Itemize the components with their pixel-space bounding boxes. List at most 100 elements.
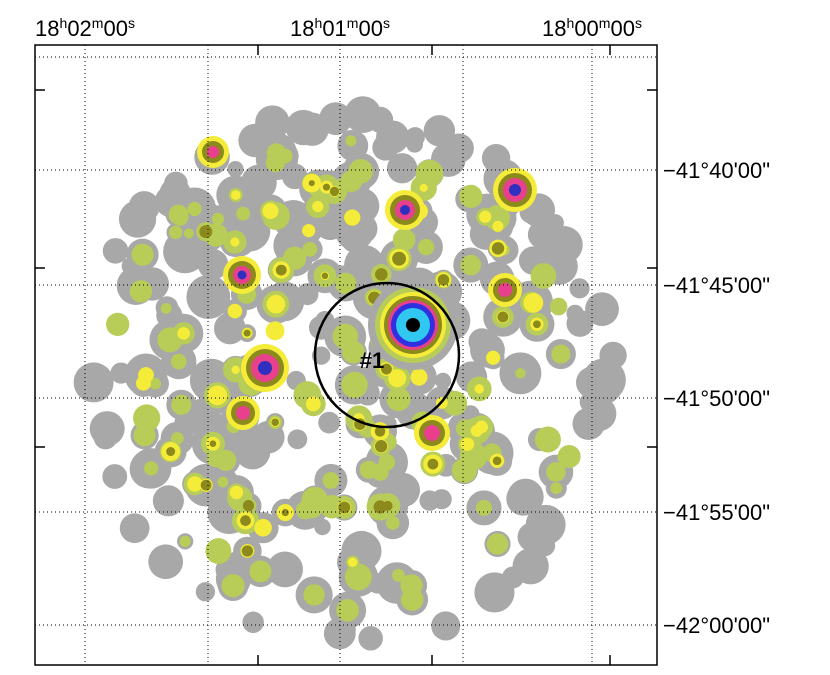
coordinate-grid <box>35 45 657 665</box>
blob <box>486 533 509 555</box>
blob <box>207 146 219 158</box>
blob <box>400 205 410 215</box>
blob <box>359 460 378 479</box>
ra-label-part: 02 <box>67 16 91 41</box>
ra-label-part: s <box>635 15 642 31</box>
blob <box>85 383 103 401</box>
blob <box>579 392 599 412</box>
blob <box>424 425 440 441</box>
blob <box>319 102 353 136</box>
blob <box>207 385 228 406</box>
blob <box>102 238 129 264</box>
blob <box>336 598 359 622</box>
blob <box>572 407 605 440</box>
blob <box>566 304 584 323</box>
blob <box>311 346 331 365</box>
blob <box>507 478 544 516</box>
blob <box>400 574 423 597</box>
ra-label-part: 18 <box>542 16 566 41</box>
blob <box>575 366 608 399</box>
blob <box>241 545 254 557</box>
blob <box>392 568 405 582</box>
blob <box>106 312 130 337</box>
blob <box>348 158 373 184</box>
blob <box>170 353 187 370</box>
blob <box>419 183 428 192</box>
ra-label-part: 18 <box>35 16 59 41</box>
blob <box>205 538 232 565</box>
blob <box>423 115 456 147</box>
blob <box>479 210 492 223</box>
blob <box>305 396 321 412</box>
blob <box>128 191 160 223</box>
blob <box>258 361 272 375</box>
blob <box>230 190 241 200</box>
blob <box>374 426 386 437</box>
blob <box>497 311 509 323</box>
blob <box>195 582 216 602</box>
blob <box>242 500 255 512</box>
blob <box>295 501 315 520</box>
blob <box>287 429 308 450</box>
blob <box>385 516 400 530</box>
blob <box>222 551 252 581</box>
blob <box>427 458 439 470</box>
blob <box>213 312 246 345</box>
blob <box>347 557 358 567</box>
intensity-map <box>73 96 627 651</box>
blob <box>460 437 475 452</box>
blob <box>179 535 191 548</box>
blob <box>168 225 183 240</box>
blob <box>437 274 450 286</box>
dec-label: −41°55'00" <box>663 500 770 525</box>
blob <box>515 368 526 379</box>
ticks <box>35 45 657 665</box>
blob <box>302 241 318 257</box>
source-label: #1 <box>360 348 384 373</box>
source-blob <box>406 318 420 332</box>
blob <box>296 283 319 306</box>
blob <box>492 456 502 466</box>
blob <box>254 518 272 537</box>
blob <box>262 203 279 220</box>
blob <box>160 303 172 314</box>
blob <box>534 426 561 453</box>
blob <box>266 551 303 588</box>
blob <box>308 180 315 187</box>
blob <box>442 390 468 416</box>
blob <box>237 270 247 280</box>
blob <box>585 292 619 327</box>
blob <box>386 387 411 412</box>
blob <box>498 283 512 297</box>
blob <box>209 440 217 447</box>
blob <box>392 228 416 252</box>
blob <box>236 206 251 221</box>
blob <box>338 501 351 514</box>
blob <box>229 485 244 500</box>
blob <box>525 504 566 545</box>
blob <box>236 406 250 420</box>
blob <box>523 293 544 313</box>
blob <box>381 363 392 375</box>
blob <box>376 120 410 154</box>
blob <box>342 340 365 364</box>
blob <box>344 209 361 226</box>
blob <box>344 563 372 591</box>
blob <box>73 362 114 403</box>
blob <box>230 237 240 247</box>
blob <box>249 560 272 583</box>
ra-label-part: h <box>315 15 323 31</box>
blob <box>102 464 128 489</box>
ra-label-part: h <box>567 15 575 31</box>
dec-label: −42°00'00" <box>663 613 770 638</box>
blob <box>415 159 444 188</box>
blob <box>129 280 153 303</box>
blob <box>382 500 393 511</box>
ra-label: 18h00m00s <box>542 15 642 41</box>
blob <box>148 544 184 580</box>
blob <box>221 574 245 598</box>
ra-label-part: s <box>383 15 390 31</box>
blob <box>183 228 194 239</box>
ra-label-part: m <box>347 15 359 31</box>
blob <box>434 372 452 389</box>
